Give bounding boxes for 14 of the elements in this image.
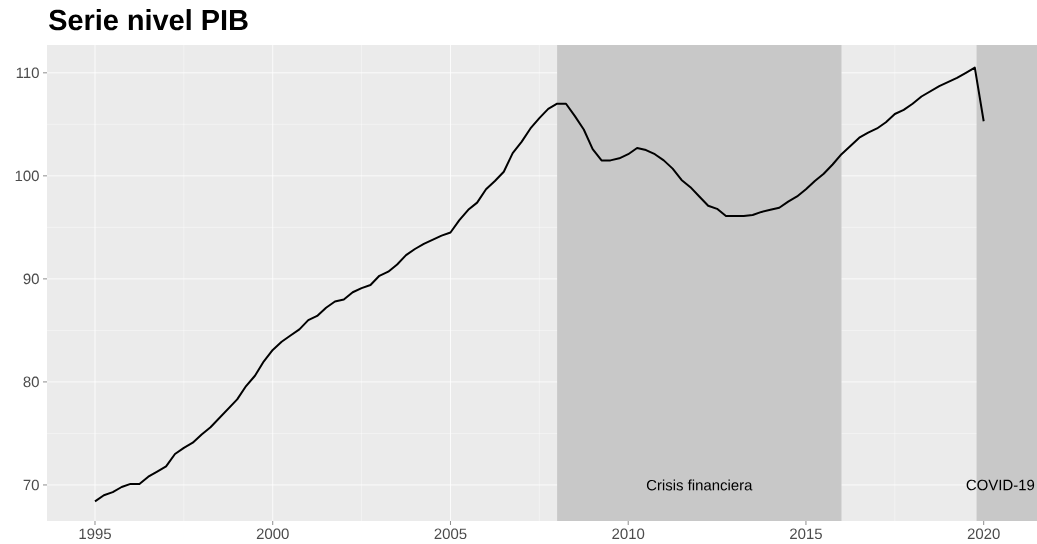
band-label: COVID-19 <box>966 479 1035 491</box>
x-tick-label: 2010 <box>612 528 645 540</box>
chart-title: Serie nivel PIB <box>49 9 248 31</box>
x-tick-label: 2015 <box>790 528 822 540</box>
x-tick-label: 2000 <box>256 528 289 540</box>
x-tick-label: 1995 <box>79 528 111 540</box>
x-tick-label: 2020 <box>967 528 1000 540</box>
x-tick-label: 2005 <box>434 528 467 540</box>
y-tick-label: 90 <box>23 273 39 285</box>
y-tick-label: 80 <box>23 376 39 388</box>
y-tick-label: 110 <box>16 67 39 79</box>
band-label: Crisis financiera <box>646 479 753 491</box>
y-tick-label: 70 <box>23 479 39 491</box>
y-tick-label: 100 <box>15 170 39 182</box>
